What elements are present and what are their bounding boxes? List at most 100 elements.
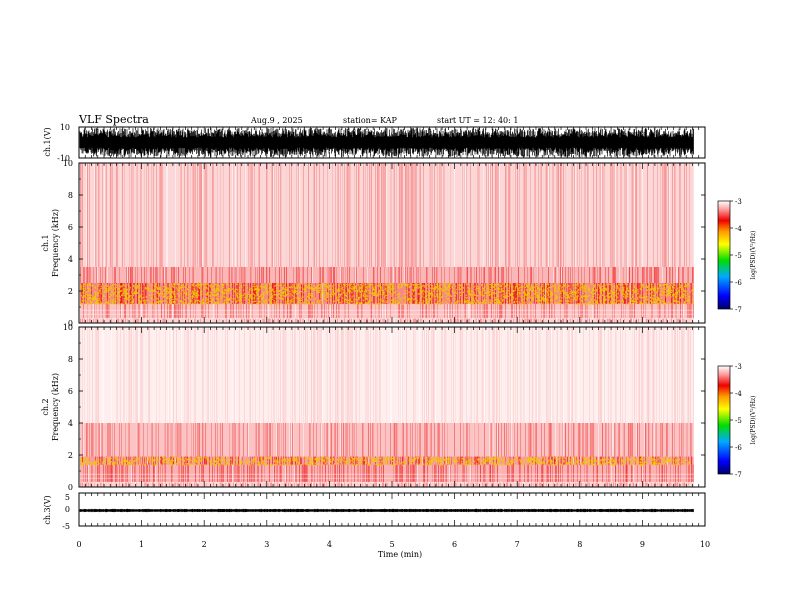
spectrogram-streak [336,267,337,283]
spectrogram-speckle [253,286,254,287]
spectrogram-speckle [667,287,668,288]
spectrogram-speckle [86,284,87,285]
spectrogram-speckle [172,286,173,287]
spectrogram-speckle [421,287,422,288]
spectrogram-speckle [374,289,375,290]
spectrogram-speckle [687,293,688,294]
spectrogram-streak [585,304,586,318]
spectrogram-gap [575,163,576,267]
spectrogram-gap [207,163,208,267]
spectrogram-speckle [171,284,172,285]
spectrogram-speckle [381,289,382,290]
spectrogram-speckle [542,303,543,304]
spectrogram-streak [409,304,410,318]
spectrogram-streak [596,163,597,267]
spectrogram-streak [308,482,309,487]
spectrogram-streak [298,267,299,283]
spectrogram-speckle [339,288,340,289]
spectrogram-streak [432,163,433,267]
spectrogram-streak [484,482,485,487]
spectrogram-speckle [262,286,263,287]
spectrogram-streak [114,267,115,283]
spectrogram-speckle [608,288,609,289]
spectrogram-speckle [584,288,585,289]
spectrogram-speckle [128,286,129,287]
spectrogram-speckle [525,289,526,290]
spectrogram-speckle [138,299,139,300]
spectrogram-speckle [307,296,308,297]
spectrogram-speckle [169,284,170,285]
spectrogram-speckle [182,290,183,291]
spectrogram-streak [465,318,466,323]
spectrogram-speckle [214,295,215,296]
spectrogram-speckle [179,295,180,296]
spectrogram-streak [320,267,321,283]
spectrogram-speckle [156,301,157,302]
spectrogram-speckle [307,300,308,301]
spectrogram-speckle [375,286,376,287]
spectrogram-streak [133,163,134,267]
ytick-label-8: 8 [68,191,73,200]
spectrogram-streak [219,267,220,283]
spectrogram-speckle [432,294,433,295]
spectrogram-speckle [610,285,611,286]
spectrogram-speckle [668,291,669,292]
spectrogram-speckle [285,303,286,304]
spectrogram-streak [322,267,323,283]
spectrogram-streak [144,482,145,487]
spectrogram-speckle [362,290,363,291]
spectrogram-speckle [93,298,94,299]
spectrogram-speckle [83,284,84,285]
spectrogram-streak [383,163,384,267]
spectrogram-speckle [196,295,197,296]
spectrogram-streak [130,482,131,487]
ch1-waveform-ylabel: ch.1(V) [43,127,52,156]
spectrogram-speckle [346,284,347,285]
spectrogram-streak [106,304,107,318]
spectrogram-speckle [219,303,220,304]
spectrogram-speckle [102,298,103,299]
spectrogram-speckle [589,304,590,305]
spectrogram-streak [687,267,688,283]
spectrogram-speckle [387,294,388,295]
spectrogram-speckle [406,284,407,285]
spectrogram-speckle [343,292,344,293]
spectrogram-gap [454,163,455,267]
spectrogram-speckle [409,287,410,288]
spectrogram-speckle [540,300,541,301]
spectrogram-speckle [210,286,211,287]
spectrogram-streak [271,163,272,267]
spectrogram-streak [534,163,535,267]
spectrogram-streak [225,304,226,318]
spectrogram-streak [190,318,191,323]
spectrogram-speckle [236,300,237,301]
spectrogram-streak [394,267,395,283]
spectrogram-speckle [485,302,486,303]
spectrogram-speckle [170,293,171,294]
spectrogram-speckle [377,285,378,286]
spectrogram-streak [280,163,281,267]
spectrogram-speckle [685,290,686,291]
spectrogram-streak [398,267,399,283]
spectrogram-speckle [193,283,194,284]
spectrogram-streak [516,318,517,323]
spectrogram-streak [447,304,448,318]
spectrogram-streak [329,267,330,283]
spectrogram-speckle [606,283,607,284]
spectrogram-speckle [558,285,559,286]
ytick-label-6: 6 [68,223,73,232]
spectrogram-streak [150,267,151,283]
spectrogram-speckle [342,288,343,289]
spectrogram-speckle [219,285,220,286]
spectrogram-speckle [194,302,195,303]
spectrogram-streak [599,267,600,283]
spectrogram-gap [421,482,422,487]
spectrogram-streak [278,318,279,323]
spectrogram-streak [253,318,254,323]
spectrogram-speckle [670,287,671,288]
spectrogram-speckle [379,290,380,291]
spectrogram-streak [384,267,385,283]
spectrogram-streak [519,304,520,318]
spectrogram-speckle [126,303,127,304]
